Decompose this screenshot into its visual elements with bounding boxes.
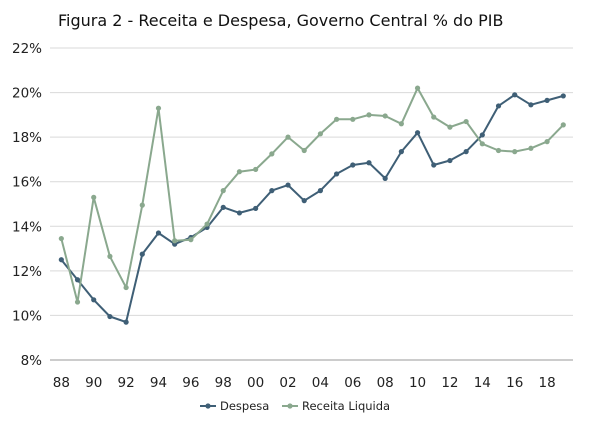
data-point-despesa — [124, 320, 129, 325]
x-tick-label: 98 — [215, 375, 232, 391]
data-point-receita — [204, 221, 209, 226]
data-point-despesa — [334, 171, 339, 176]
data-point-receita — [334, 117, 339, 122]
data-point-receita — [447, 125, 452, 130]
data-point-receita — [399, 121, 404, 126]
data-point-receita — [124, 285, 129, 290]
y-tick-label: 16% — [12, 175, 42, 191]
x-tick-label: 10 — [409, 375, 426, 391]
x-tick-label: 12 — [441, 375, 458, 391]
data-point-receita — [496, 148, 501, 153]
data-point-receita — [431, 114, 436, 119]
data-point-despesa — [350, 162, 355, 167]
x-tick-label: 14 — [474, 375, 491, 391]
data-point-receita — [253, 167, 258, 172]
y-tick-label: 22% — [12, 41, 42, 57]
x-tick-label: 06 — [344, 375, 361, 391]
data-point-despesa — [285, 182, 290, 187]
data-point-despesa — [107, 314, 112, 319]
data-point-receita — [318, 131, 323, 136]
legend-marker-receita — [287, 403, 292, 408]
x-tick-label: 94 — [150, 375, 167, 391]
data-point-receita — [107, 254, 112, 259]
y-tick-label: 10% — [12, 308, 42, 324]
data-point-despesa — [269, 188, 274, 193]
y-tick-label: 12% — [12, 264, 42, 280]
x-tick-label: 04 — [312, 375, 329, 391]
data-point-despesa — [496, 103, 501, 108]
data-point-despesa — [431, 162, 436, 167]
y-tick-label: 18% — [12, 130, 42, 146]
data-point-receita — [383, 113, 388, 118]
x-tick-label: 18 — [538, 375, 555, 391]
data-point-despesa — [399, 149, 404, 154]
data-point-despesa — [318, 188, 323, 193]
x-tick-label: 02 — [279, 375, 296, 391]
data-point-receita — [415, 86, 420, 91]
data-point-despesa — [447, 158, 452, 163]
data-point-despesa — [464, 149, 469, 154]
data-point-receita — [528, 146, 533, 151]
x-tick-label: 08 — [377, 375, 394, 391]
legend-label-despesa: Despesa — [220, 399, 269, 413]
data-point-receita — [302, 148, 307, 153]
data-point-receita — [59, 236, 64, 241]
data-point-despesa — [415, 130, 420, 135]
data-point-receita — [512, 149, 517, 154]
x-tick-label: 92 — [118, 375, 135, 391]
data-point-receita — [464, 119, 469, 124]
data-point-receita — [544, 139, 549, 144]
data-point-receita — [172, 238, 177, 243]
data-point-despesa — [366, 160, 371, 165]
data-point-despesa — [140, 252, 145, 257]
x-tick-label: 96 — [182, 375, 199, 391]
data-point-receita — [285, 135, 290, 140]
data-point-despesa — [544, 98, 549, 103]
data-point-receita — [156, 106, 161, 111]
x-tick-label: 16 — [506, 375, 523, 391]
data-point-despesa — [512, 92, 517, 97]
y-tick-label: 20% — [12, 86, 42, 102]
data-point-receita — [188, 237, 193, 242]
data-point-despesa — [156, 230, 161, 235]
data-point-receita — [561, 122, 566, 127]
data-point-receita — [75, 299, 80, 304]
data-point-receita — [237, 169, 242, 174]
data-point-despesa — [528, 102, 533, 107]
legend-label-receita: Receita Liquida — [302, 399, 390, 413]
legend-marker-despesa — [205, 403, 210, 408]
x-tick-label: 90 — [85, 375, 102, 391]
data-point-despesa — [561, 93, 566, 98]
data-point-despesa — [91, 297, 96, 302]
x-tick-label: 88 — [53, 375, 70, 391]
data-point-despesa — [302, 198, 307, 203]
data-point-receita — [366, 112, 371, 117]
series-line-despesa — [61, 95, 563, 322]
data-point-receita — [221, 188, 226, 193]
data-point-despesa — [75, 277, 80, 282]
data-point-despesa — [253, 206, 258, 211]
data-point-receita — [350, 117, 355, 122]
data-point-receita — [140, 203, 145, 208]
data-point-receita — [269, 151, 274, 156]
y-tick-label: 14% — [12, 219, 42, 235]
data-point-despesa — [221, 205, 226, 210]
data-point-receita — [91, 195, 96, 200]
data-point-despesa — [480, 132, 485, 137]
data-point-despesa — [237, 210, 242, 215]
data-point-despesa — [59, 257, 64, 262]
data-point-receita — [480, 141, 485, 146]
x-tick-label: 00 — [247, 375, 264, 391]
data-point-despesa — [383, 176, 388, 181]
y-tick-label: 8% — [21, 353, 43, 369]
